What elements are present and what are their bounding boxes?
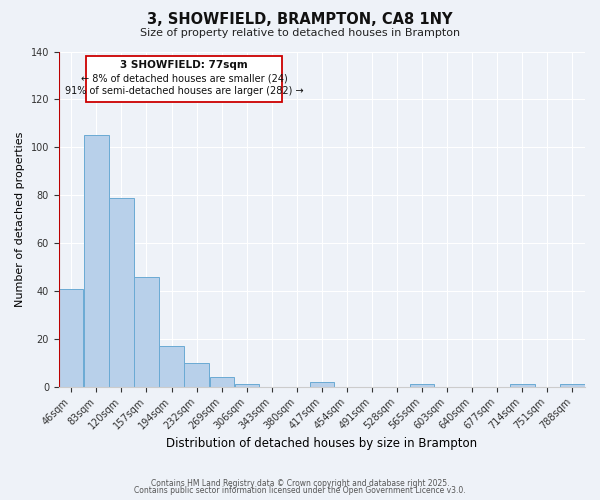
Text: ← 8% of detached houses are smaller (24): ← 8% of detached houses are smaller (24) [80,73,287,83]
Bar [84,136,109,387]
Bar [59,288,83,387]
Y-axis label: Number of detached properties: Number of detached properties [15,132,25,307]
Text: Contains public sector information licensed under the Open Government Licence v3: Contains public sector information licen… [134,486,466,495]
Bar [235,384,259,387]
Bar [109,198,134,387]
Text: 3, SHOWFIELD, BRAMPTON, CA8 1NY: 3, SHOWFIELD, BRAMPTON, CA8 1NY [147,12,453,28]
FancyBboxPatch shape [86,56,282,102]
Text: Contains HM Land Registry data © Crown copyright and database right 2025.: Contains HM Land Registry data © Crown c… [151,478,449,488]
Bar [184,363,209,387]
X-axis label: Distribution of detached houses by size in Brampton: Distribution of detached houses by size … [166,437,478,450]
Bar [134,276,158,387]
Bar [160,346,184,387]
Bar [310,382,334,387]
Bar [209,377,234,387]
Bar [560,384,584,387]
Text: Size of property relative to detached houses in Brampton: Size of property relative to detached ho… [140,28,460,38]
Bar [510,384,535,387]
Text: 91% of semi-detached houses are larger (282) →: 91% of semi-detached houses are larger (… [65,86,304,96]
Bar [410,384,434,387]
Text: 3 SHOWFIELD: 77sqm: 3 SHOWFIELD: 77sqm [120,60,248,70]
